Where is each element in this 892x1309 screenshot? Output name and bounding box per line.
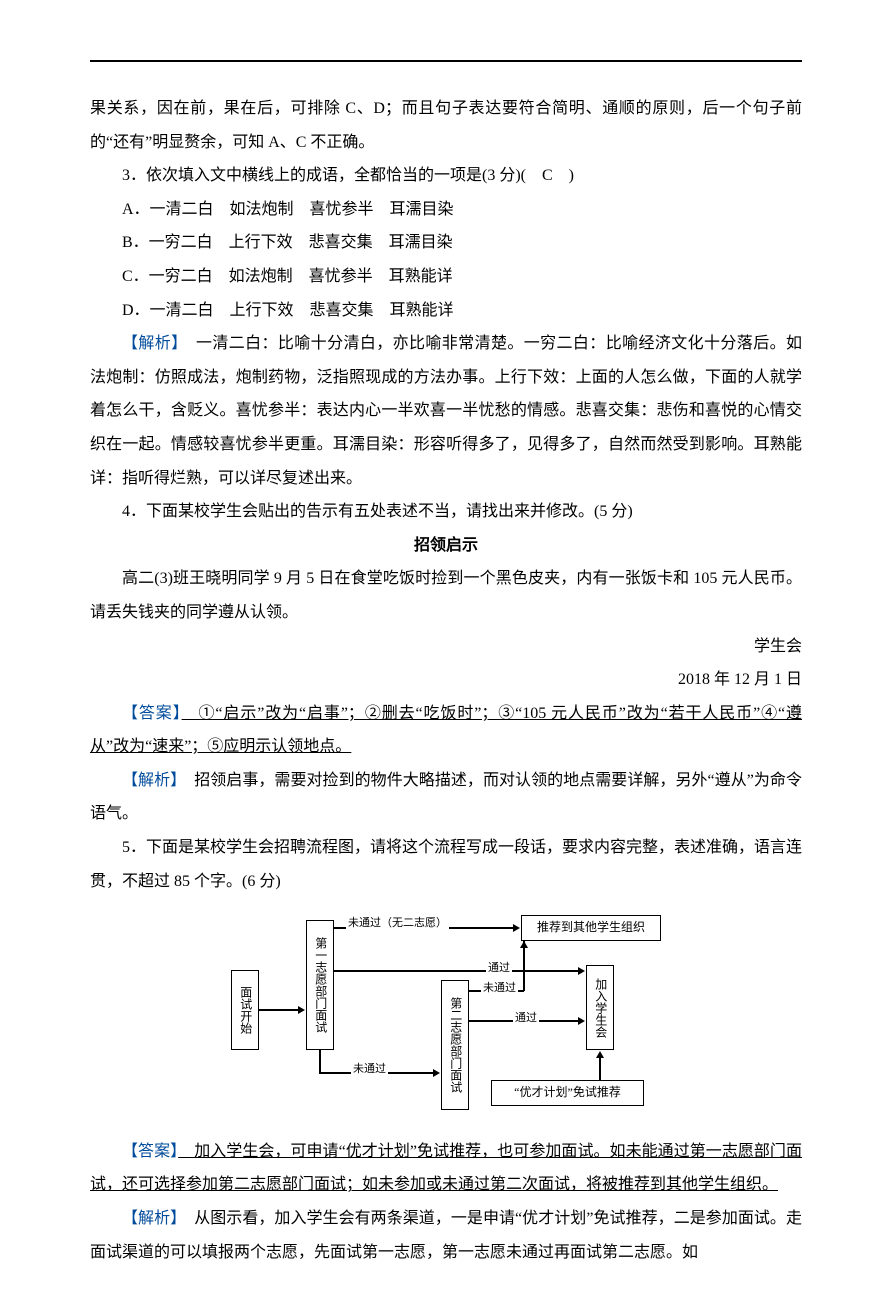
answer-label: 【答案】: [122, 1143, 178, 1160]
label-nopass-none: 未通过（无二志愿）: [346, 912, 449, 935]
arrow-icon: [433, 1069, 440, 1077]
q3-option-a: A．一清二白 如法炮制 喜忧参半 耳濡目染: [90, 193, 802, 227]
q5-analysis: 【解析】 从图示看，加入学生会有两条渠道，一是申请“优才计划”免试推荐，二是参加…: [90, 1202, 802, 1269]
q4-analysis-text: 招领启事，需要对捡到的物件大略描述，而对认领的地点需要详解，另外“遵从”为命令语…: [90, 772, 802, 823]
edge: [599, 1058, 601, 1080]
analysis-label: 【解析】: [122, 335, 180, 352]
q3-option-c: C．一穷二白 如法炮制 喜忧参半 耳熟能详: [90, 260, 802, 294]
edge: [319, 1050, 321, 1073]
node-plan: “优才计划”免试推荐: [491, 1080, 644, 1106]
answer-label: 【答案】: [122, 705, 182, 722]
label-nopass2: 未通过: [481, 977, 518, 1000]
edge: [334, 970, 579, 972]
q5-stem: 5．下面是某校学生会招聘流程图，请将这个流程写成一段话，要求内容完整，表述准确，…: [90, 831, 802, 898]
top-rule: [90, 60, 802, 62]
q3-option-b: B．一穷二白 上行下效 悲喜交集 耳濡目染: [90, 226, 802, 260]
q5-answer-text: 加入学生会，可申请“优才计划”免试推荐，也可参加面试。如未能通过第一志愿部门面试…: [90, 1143, 802, 1194]
q4-answer-text: ①“启示”改为“启事”；②删去“吃饭时”；③“105 元人民币”改为“若干人民币…: [90, 705, 802, 756]
arrow-icon: [578, 967, 585, 975]
node-join: 加入学生会: [586, 965, 614, 1050]
arrow-icon: [298, 1006, 305, 1014]
analysis-label: 【解析】: [122, 1210, 178, 1227]
q3-option-d: D．一清二白 上行下效 悲喜交集 耳熟能详: [90, 294, 802, 328]
q4-date: 2018 年 12 月 1 日: [90, 663, 802, 697]
q3-stem: 3．依次填入文中横线上的成语，全都恰当的一项是(3 分)( C ): [90, 159, 802, 193]
label-nopass: 未通过: [351, 1058, 388, 1081]
arrow-icon: [578, 1017, 585, 1025]
arrow-icon: [513, 924, 520, 932]
arrow-icon: [520, 941, 528, 948]
node-second: 第二志愿部门面试: [441, 980, 469, 1110]
node-first: 第一志愿部门面试: [306, 920, 334, 1050]
intro-continuation: 果关系，因在前，果在后，可排除 C、D；而且句子表达要符合简明、通顺的原则，后一…: [90, 92, 802, 159]
q4-answer: 【答案】 ①“启示”改为“启事”；②删去“吃饭时”；③“105 元人民币”改为“…: [90, 697, 802, 764]
q5-diagram: 面试开始 第一志愿部门面试 第二志愿部门面试 推荐到其他学生组织 加入学生会 “…: [90, 910, 802, 1123]
q5-analysis-text: 从图示看，加入学生会有两条渠道，一是申请“优才计划”免试推荐，二是参加面试。走面…: [90, 1210, 802, 1261]
edge: [523, 941, 525, 991]
q4-notice-title: 招领启示: [90, 529, 802, 563]
q4-notice-body: 高二(3)班王晓明同学 9 月 5 日在食堂吃饭时捡到一个黑色皮夹，内有一张饭卡…: [90, 562, 802, 629]
q3-analysis-text: 一清二白：比喻十分清白，亦比喻非常清楚。一穷二白：比喻经济文化十分落后。如法炮制…: [90, 335, 802, 486]
q5-answer: 【答案】 加入学生会，可申请“优才计划”免试推荐，也可参加面试。如未能通过第一志…: [90, 1135, 802, 1202]
q4-sign: 学生会: [90, 630, 802, 664]
analysis-label: 【解析】: [122, 772, 178, 789]
arrow-icon: [596, 1051, 604, 1058]
q3-analysis: 【解析】 一清二白：比喻十分清白，亦比喻非常清楚。一穷二白：比喻经济文化十分落后…: [90, 327, 802, 495]
q4-stem: 4．下面某校学生会贴出的告示有五处表述不当，请找出来并修改。(5 分): [90, 495, 802, 529]
node-other: 推荐到其他学生组织: [521, 915, 661, 941]
label-pass2: 通过: [513, 1007, 539, 1030]
q4-analysis: 【解析】 招领启事，需要对捡到的物件大略描述，而对认领的地点需要详解，另外“遵从…: [90, 764, 802, 831]
node-start: 面试开始: [231, 970, 259, 1050]
edge: [259, 1009, 299, 1011]
